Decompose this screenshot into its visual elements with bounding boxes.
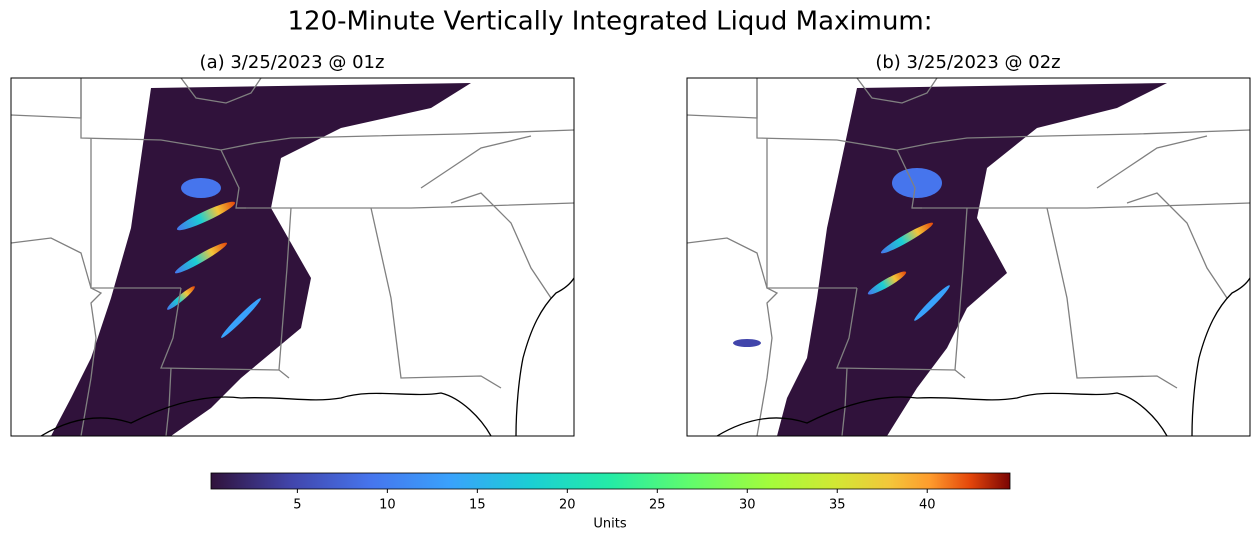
colorbar-tick-label: 40 xyxy=(919,498,936,513)
colorbar-tick-label: 30 xyxy=(739,498,756,513)
panel-title: (b) 3/25/2023 @ 02z xyxy=(875,52,1060,73)
colorbar-tick-label: 20 xyxy=(559,498,576,513)
panel-title: (a) 3/25/2023 @ 01z xyxy=(200,52,385,73)
panel-frame xyxy=(686,77,1251,437)
colorbar-tick-label: 25 xyxy=(649,498,666,513)
colorbar-tick-label: 10 xyxy=(379,498,396,513)
colorbar-tick-label: 15 xyxy=(469,498,486,513)
map-panel xyxy=(687,78,1250,436)
colorbar-tick-label: 5 xyxy=(293,498,301,513)
colorbar-label: Units xyxy=(593,517,626,532)
colorbar xyxy=(210,472,1011,490)
figure-title: 120-Minute Vertically Integrated Liqud M… xyxy=(287,7,932,37)
map-panel xyxy=(11,78,574,436)
panel-frame xyxy=(10,77,575,437)
colorbar-tick-label: 35 xyxy=(829,498,846,513)
